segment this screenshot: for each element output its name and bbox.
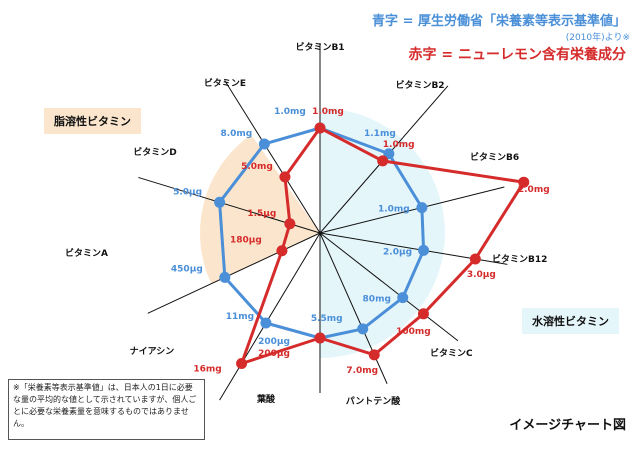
standard-point-2 xyxy=(383,148,395,160)
standard-point-9 xyxy=(219,271,231,283)
category-label-4: ビタミンB12 xyxy=(492,253,547,265)
standard-value-label-4: 2.0μg xyxy=(383,247,412,257)
category-label-10: ビタミンD xyxy=(133,146,176,158)
water-soluble-region xyxy=(320,108,445,358)
standard-series-line xyxy=(218,126,426,340)
standard-value-label-11: 8.0mg xyxy=(220,129,252,139)
standard-point-5 xyxy=(397,292,409,304)
category-label-9: ビタミンA xyxy=(65,247,108,259)
category-label-8: ナイアシン xyxy=(130,346,175,357)
lemon-value-label-9: 180μg xyxy=(230,236,262,246)
lemon-point-6 xyxy=(368,349,380,361)
standard-point-11 xyxy=(258,138,270,150)
standard-value-label-2: 1.1mg xyxy=(364,129,396,139)
lemon-value-label-11: 5.0mg xyxy=(241,162,273,172)
lemon-point-5 xyxy=(417,308,429,320)
lemon-value-label-8: 16mg xyxy=(193,365,221,375)
footnote: ※「栄養素等表示基準値」は、日本人の1日に必要な量の平均的な値として示されていま… xyxy=(8,379,205,440)
lemon-point-3 xyxy=(518,176,530,188)
axis-line-9 xyxy=(147,232,321,314)
standard-point-6 xyxy=(357,323,369,335)
lemon-point-8 xyxy=(236,358,248,370)
lemon-series-line xyxy=(240,126,526,366)
legend-blue-year: (2010年)より※ xyxy=(565,33,630,43)
category-label-11: ビタミンE xyxy=(204,77,246,89)
fat-soluble-label: 脂溶性ビタミン xyxy=(44,108,141,134)
lemon-value-label-1: 1.0mg xyxy=(312,107,344,117)
category-label-2: ビタミンB2 xyxy=(395,79,444,91)
category-label-3: ビタミンB6 xyxy=(470,151,519,163)
standard-value-label-1: 1.0mg xyxy=(274,107,306,117)
axis-line-8 xyxy=(219,232,321,401)
standard-value-label-6: 5.5mg xyxy=(311,314,343,324)
lemon-point-9 xyxy=(276,245,288,257)
lemon-point-4 xyxy=(469,253,481,265)
lemon-value-label-6: 7.0mg xyxy=(346,366,378,376)
axis-line-5 xyxy=(319,232,459,342)
legend-red-label: 赤字 = ニューレモン含有栄養成分 xyxy=(408,47,626,63)
standard-value-label-10: 5.0μg xyxy=(173,187,202,197)
standard-value-label-3: 1.0mg xyxy=(378,205,410,215)
axis-line-11 xyxy=(224,80,321,234)
lemon-point-7 xyxy=(314,332,326,344)
lemon-value-label-3: 2.0mg xyxy=(518,185,550,195)
water-soluble-label: 水溶性ビタミン xyxy=(522,308,619,334)
category-label-1: ビタミンB1 xyxy=(295,41,344,53)
lemon-point-11 xyxy=(279,171,291,183)
legend-blue-label: 青字 = 厚生労働省「栄養素等表示基準値」 xyxy=(372,14,626,29)
lemon-point-2 xyxy=(377,155,389,167)
lemon-value-label-10: 1.5μg xyxy=(247,209,276,219)
category-label-5: ビタミンC xyxy=(430,347,473,359)
standard-point-8 xyxy=(260,317,272,329)
chart-footer-title: イメージチャート図 xyxy=(509,418,626,433)
lemon-value-label-5: 100mg xyxy=(396,327,431,337)
lemon-value-label-7: 200μg xyxy=(258,349,290,359)
lemon-value-label-4: 3.0μg xyxy=(467,270,496,280)
standard-point-10 xyxy=(214,196,226,208)
axis-line-3 xyxy=(319,186,505,234)
category-label-7: 葉酸 xyxy=(256,393,276,405)
standard-value-label-5: 80mg xyxy=(363,295,391,305)
standard-value-label-8: 11mg xyxy=(226,312,254,322)
standard-point-4 xyxy=(418,244,430,256)
standard-value-label-7: 200μg xyxy=(258,337,290,347)
category-label-6: パントテン酸 xyxy=(346,395,401,407)
lemon-point-1 xyxy=(314,122,326,134)
lemon-point-10 xyxy=(284,218,296,230)
standard-value-label-9: 450μg xyxy=(171,264,203,274)
standard-point-3 xyxy=(416,202,428,214)
lemon-value-label-2: 1.0mg xyxy=(383,140,415,150)
